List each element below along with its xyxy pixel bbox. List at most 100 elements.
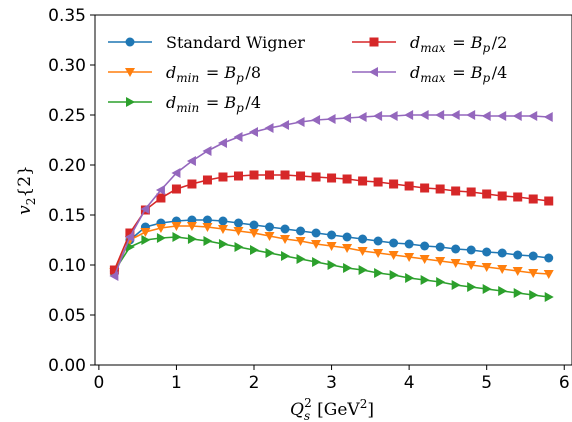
- axes: 0 1 2 3 4 5 6 0.00 0.05 0.10 0.15 0.20 0.25 0.30 0.35: [48, 6, 572, 393]
- data-point: [358, 176, 368, 186]
- y-tick-label: 0.25: [48, 106, 86, 126]
- data-point: [234, 242, 244, 252]
- data-point: [155, 224, 166, 233]
- data-point: [512, 267, 523, 276]
- data-point: [543, 270, 554, 279]
- data-point: [124, 232, 134, 242]
- y-tick-label: 0.00: [48, 356, 86, 376]
- axes-frame: [94, 14, 572, 366]
- data-point: [311, 115, 321, 125]
- data-point: [466, 110, 476, 120]
- data-point: [373, 111, 383, 121]
- data-point: [342, 113, 352, 123]
- x-tick-label: 2: [249, 373, 260, 393]
- data-point: [155, 185, 165, 195]
- data-point: [326, 242, 337, 251]
- data-point: [249, 229, 259, 238]
- data-point: [420, 241, 430, 251]
- data-point: [404, 239, 414, 249]
- series-1: [109, 215, 554, 276]
- data-point: [202, 223, 213, 232]
- data-point: [249, 220, 259, 230]
- data-point: [141, 235, 151, 245]
- data-point: [420, 275, 430, 285]
- data-point: [311, 228, 321, 238]
- data-point: [373, 177, 383, 187]
- legend-marker: [126, 97, 135, 107]
- data-point: [451, 186, 461, 196]
- data-point: [343, 263, 353, 273]
- data-point: [374, 268, 384, 278]
- data-point: [513, 288, 523, 298]
- data-point: [435, 257, 446, 266]
- data-point: [249, 127, 258, 137]
- data-point: [389, 270, 399, 280]
- data-point: [171, 168, 181, 178]
- data-point: [435, 110, 445, 120]
- data-point: [264, 232, 275, 241]
- data-point: [311, 240, 322, 249]
- data-point: [451, 280, 461, 290]
- data-point: [140, 228, 151, 237]
- data-point: [296, 254, 306, 264]
- y-tick-label: 0.05: [48, 306, 86, 326]
- y-tick-label: 0.20: [48, 156, 86, 176]
- data-point: [171, 184, 181, 194]
- data-point: [528, 269, 539, 278]
- data-point: [497, 111, 507, 121]
- data-point: [265, 222, 275, 232]
- data-point: [358, 265, 368, 275]
- legend-item: dmax = Bp /4: [352, 63, 507, 85]
- data-point: [358, 234, 368, 244]
- series-3: [110, 232, 554, 302]
- data-point: [296, 226, 306, 236]
- data-point: [481, 263, 492, 272]
- data-point: [544, 196, 554, 206]
- data-point: [249, 170, 259, 180]
- data-point: [544, 253, 554, 263]
- data-point: [217, 225, 228, 234]
- x-tick-label: 0: [93, 373, 104, 393]
- x-tick-label: 1: [171, 373, 182, 393]
- data-point: [156, 193, 166, 203]
- data-point: [280, 224, 290, 234]
- data-point: [528, 251, 538, 261]
- data-point: [186, 222, 197, 231]
- data-point: [203, 236, 213, 246]
- data-point: [388, 251, 399, 260]
- series-4: [109, 170, 554, 275]
- legend-label: dmax = Bp /4: [410, 63, 507, 85]
- data-point: [342, 232, 352, 242]
- data-point: [326, 114, 336, 124]
- legend-item: dmin = Bp /8: [108, 63, 261, 85]
- axis-titles: Qs2 [GeV2] v2{2}: [15, 165, 374, 422]
- x-tick-label: 4: [404, 373, 415, 393]
- data-point: [233, 218, 243, 228]
- data-point: [125, 242, 135, 252]
- data-point: [264, 123, 274, 133]
- x-axis-title: Qs2 [GeV2]: [290, 396, 374, 422]
- data-point: [140, 204, 150, 214]
- legend-item: dmax = Bp /2: [352, 33, 507, 55]
- data-point: [435, 242, 445, 252]
- x-tick-label: 6: [559, 373, 570, 393]
- data-point: [233, 132, 243, 142]
- data-point: [498, 286, 508, 296]
- data-point: [327, 173, 337, 183]
- legend-item: dmin = Bp /4: [108, 93, 261, 115]
- data-point: [280, 170, 290, 180]
- data-point: [466, 187, 476, 197]
- data-point: [528, 194, 538, 204]
- plot-area: [109, 110, 554, 302]
- data-point: [450, 110, 460, 120]
- data-point: [312, 257, 322, 267]
- legend-marker: [125, 37, 135, 47]
- data-point: [296, 171, 306, 181]
- y-tick-label: 0.30: [48, 56, 86, 76]
- data-point: [202, 175, 212, 185]
- data-point: [186, 156, 196, 166]
- data-point: [497, 191, 507, 201]
- data-point: [389, 238, 399, 248]
- x-tick-label: 3: [326, 373, 337, 393]
- data-point: [373, 249, 384, 258]
